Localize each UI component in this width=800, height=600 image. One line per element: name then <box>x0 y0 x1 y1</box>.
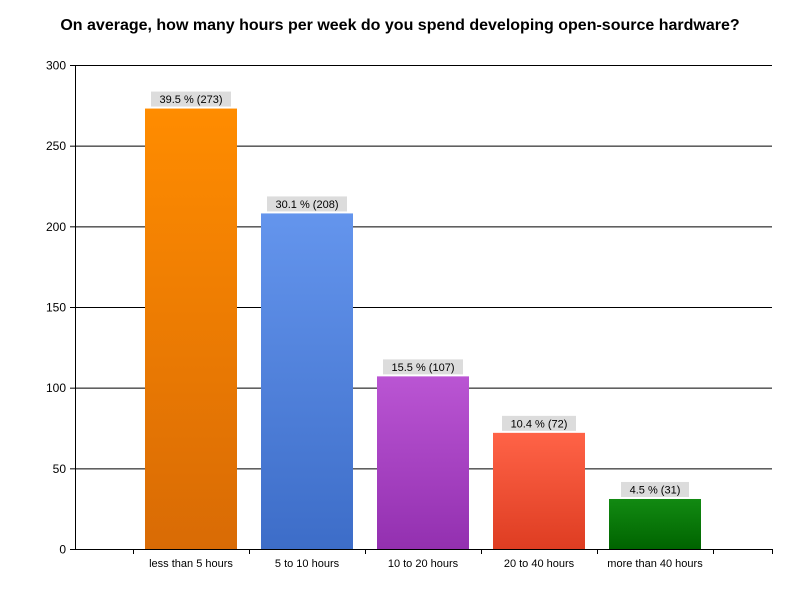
y-tick-label: 250 <box>46 139 66 153</box>
data-label: 15.5 % (107) <box>392 362 455 374</box>
category-label: more than 40 hours <box>607 558 703 570</box>
data-label: 4.5 % (31) <box>630 484 681 496</box>
data-label: 10.4 % (72) <box>511 418 568 430</box>
data-label-box <box>502 415 576 431</box>
data-label: 30.1 % (208) <box>276 199 339 211</box>
y-tick-label: 150 <box>46 301 66 315</box>
y-tick-label: 300 <box>46 59 66 73</box>
data-label-box <box>383 359 463 375</box>
category-label: less than 5 hours <box>149 558 233 570</box>
bar <box>145 108 237 549</box>
bars <box>145 108 701 549</box>
axes <box>70 65 773 554</box>
y-tick-label: 200 <box>46 220 66 234</box>
bar <box>261 213 353 549</box>
bar <box>377 376 469 549</box>
bar <box>493 432 585 549</box>
category-label: 10 to 20 hours <box>388 558 459 570</box>
labels: 0 50 100 150 200 250 300 39.5 % (273) less than … <box>46 59 703 571</box>
data-label-box <box>621 481 689 497</box>
data-label-box <box>151 91 231 107</box>
bar <box>609 498 701 549</box>
y-tick-label: 0 <box>59 543 66 557</box>
category-label: 5 to 10 hours <box>275 558 340 570</box>
chart-title: On average, how many hours per week do y… <box>60 17 740 34</box>
category-label: 20 to 40 hours <box>504 558 575 570</box>
data-label-box <box>267 196 347 212</box>
y-tick-label: 50 <box>53 462 67 476</box>
data-label: 39.5 % (273) <box>160 94 223 106</box>
y-tick-label: 100 <box>46 381 66 395</box>
